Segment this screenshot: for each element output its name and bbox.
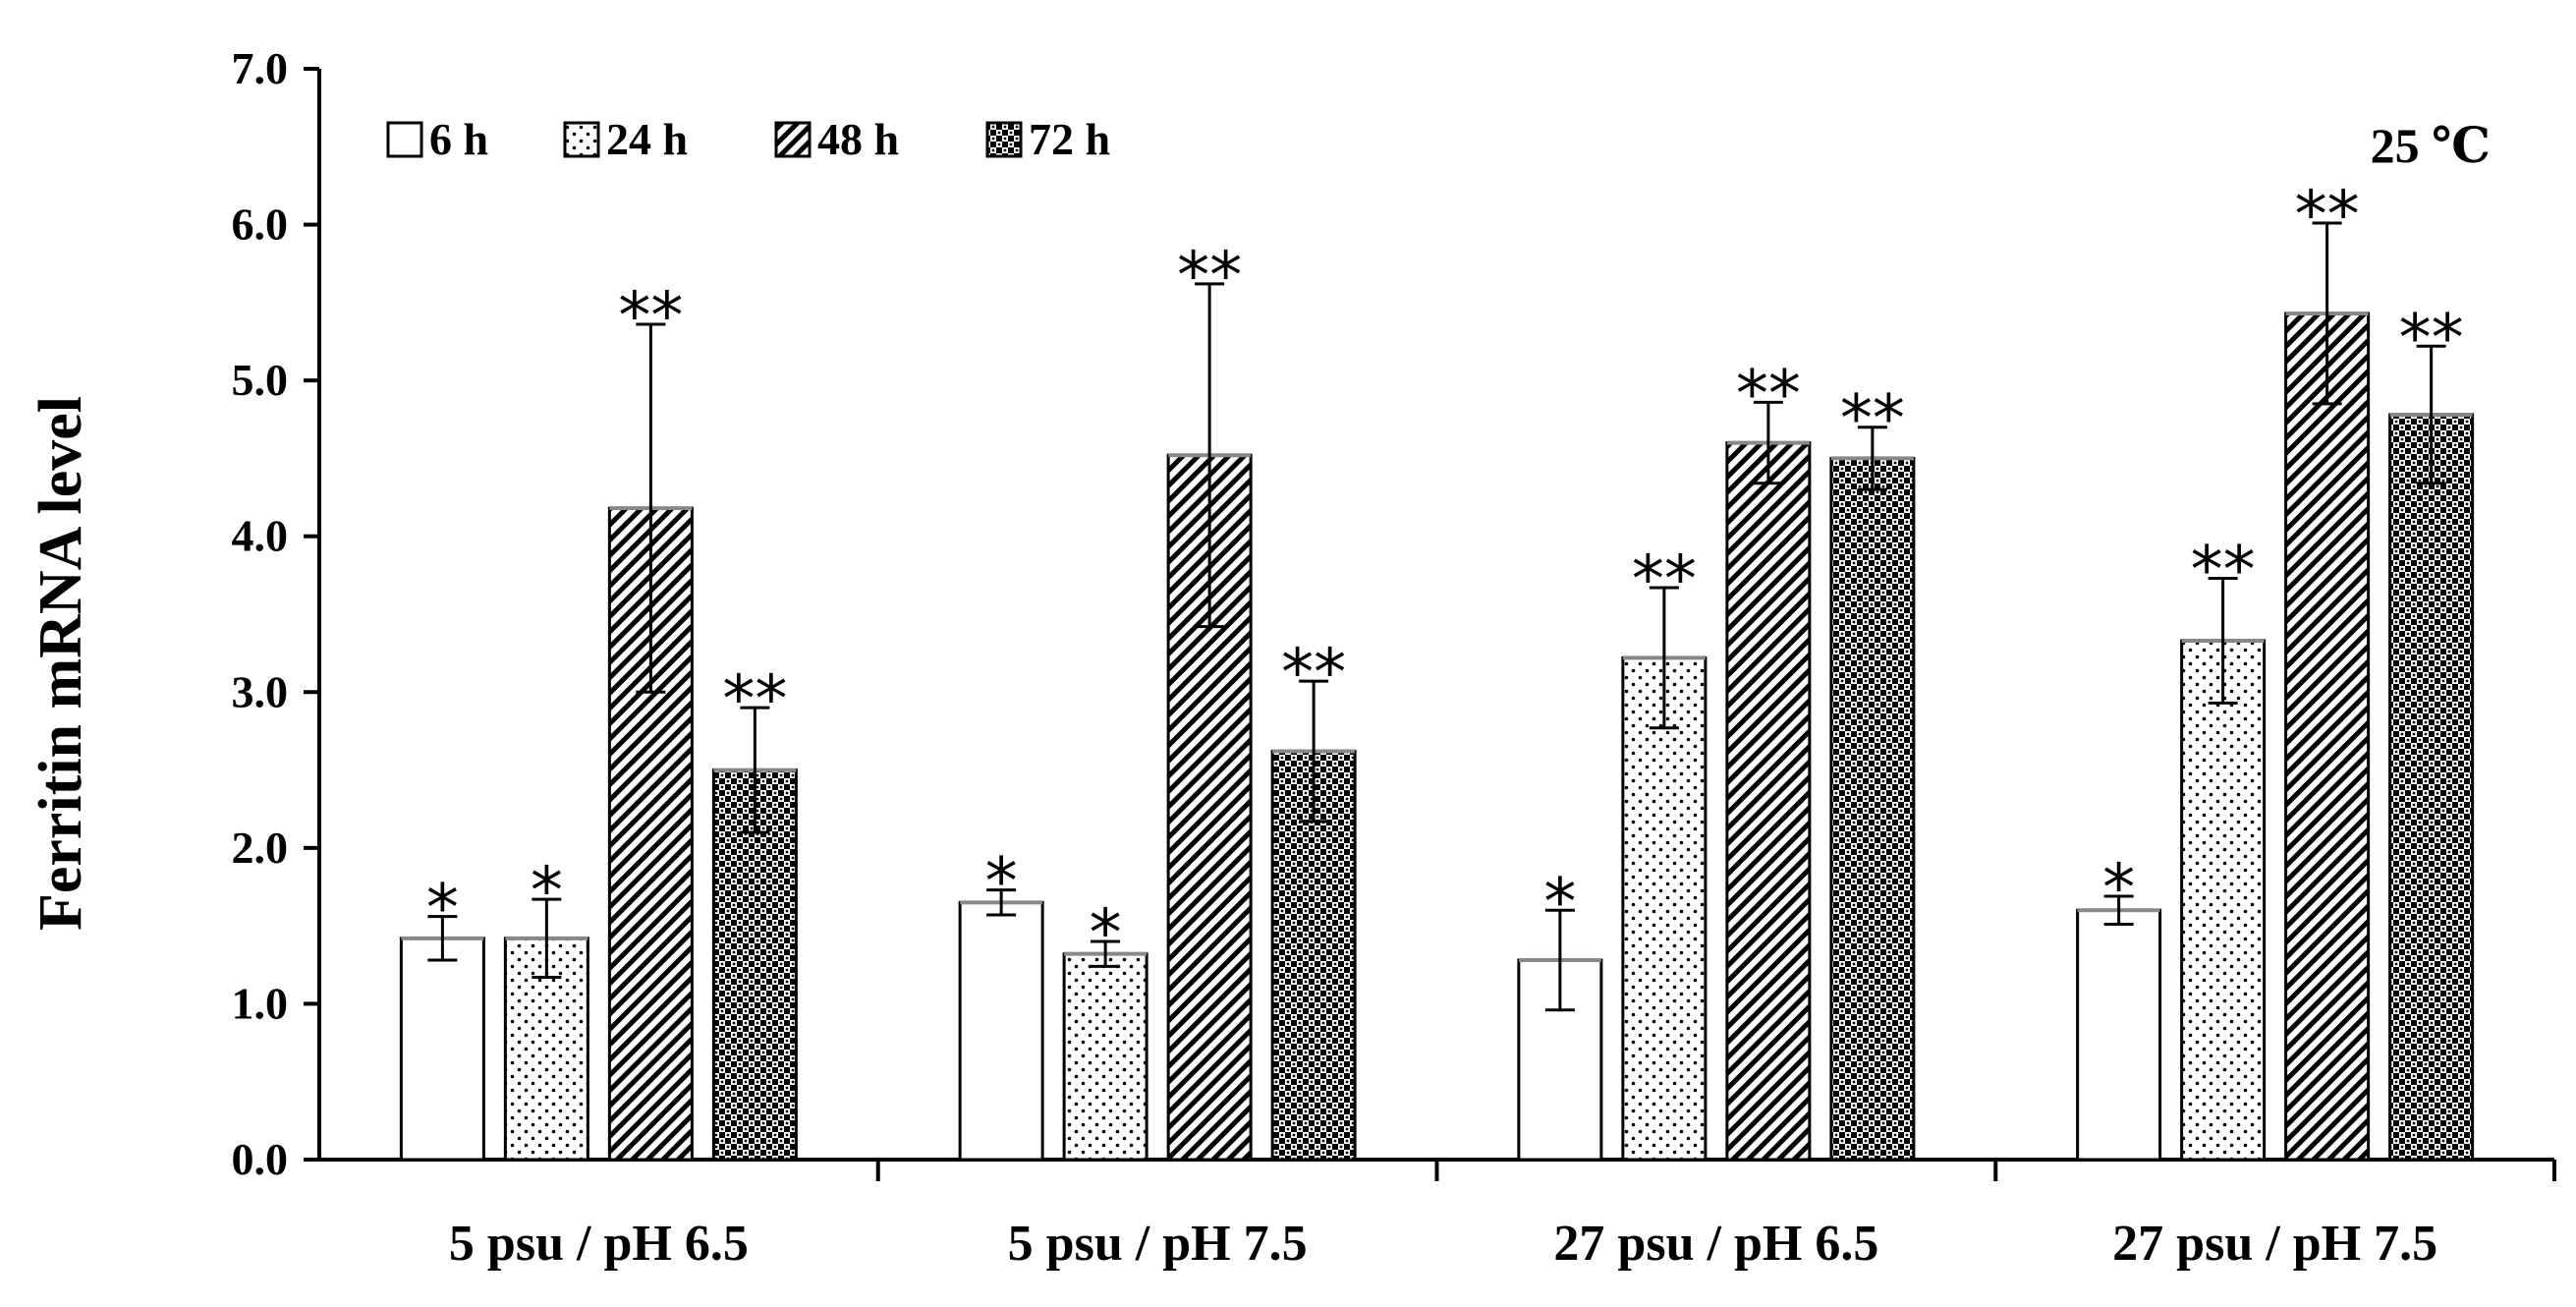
significance-marker: ** — [2295, 177, 2360, 253]
bar — [2284, 312, 2371, 1162]
temperature-annotation: 25 ℃ — [2371, 118, 2491, 173]
y-axis-label: Ferritin mRNA level — [28, 396, 94, 931]
bar — [1725, 441, 1812, 1162]
labels: 0.0 1.0 2.0 3.0 4.0 5.0 6.0 7.0 5 psu / pH 6.5 5 … — [232, 43, 2464, 1272]
legend-label: 24 h — [606, 114, 688, 164]
legend-swatch — [774, 121, 812, 158]
y-tick-label: 3.0 — [232, 666, 289, 716]
y-tick-label: 6.0 — [232, 199, 289, 250]
significance-marker: ** — [618, 278, 683, 354]
bar — [2180, 639, 2267, 1162]
bar — [958, 900, 1044, 1162]
bar — [711, 768, 798, 1162]
legend-label: 6 h — [429, 114, 488, 164]
y-tick-label: 4.0 — [232, 511, 289, 561]
x-category-label: 27 psu / pH 7.5 — [2112, 1216, 2437, 1272]
significance-marker: * — [985, 844, 1018, 920]
bar — [1062, 952, 1148, 1162]
significance-marker: ** — [1281, 635, 1346, 710]
bar — [1829, 456, 1916, 1162]
significance-marker: * — [426, 871, 459, 946]
y-tick-label: 2.0 — [232, 823, 289, 873]
y-tick-label: 1.0 — [232, 978, 289, 1028]
y-tick-label: 7.0 — [232, 43, 289, 93]
bar — [399, 937, 485, 1162]
bars — [399, 221, 2475, 1162]
y-tick-label: 0.0 — [232, 1134, 289, 1184]
significance-marker: ** — [2399, 300, 2464, 375]
significance-marker: ** — [1736, 356, 1801, 431]
y-tick-label: 5.0 — [232, 355, 289, 405]
x-category-label: 5 psu / pH 6.5 — [449, 1216, 749, 1272]
significance-marker: ** — [1177, 238, 1242, 313]
significance-marker: ** — [2191, 533, 2256, 608]
bar — [1621, 655, 1708, 1162]
legend-label: 48 h — [817, 114, 899, 164]
significance-marker: * — [1090, 895, 1122, 971]
significance-marker: ** — [722, 661, 787, 737]
legend-swatch — [386, 121, 423, 158]
significance-marker: * — [1543, 864, 1576, 939]
legend-label: 72 h — [1029, 114, 1110, 164]
x-category-label: 5 psu / pH 7.5 — [1008, 1216, 1308, 1272]
legend-swatch — [563, 121, 600, 158]
legend: 6 h 24 h 48 h 72 h — [386, 114, 1110, 164]
significance-marker: * — [531, 853, 563, 929]
significance-marker: ** — [1632, 541, 1697, 617]
significance-marker: ** — [1840, 381, 1905, 457]
legend-swatch — [985, 121, 1023, 158]
x-category-label: 27 psu / pH 6.5 — [1553, 1216, 1878, 1272]
bar — [2076, 908, 2162, 1162]
significance-marker: * — [2102, 850, 2135, 926]
bar — [2388, 413, 2475, 1162]
